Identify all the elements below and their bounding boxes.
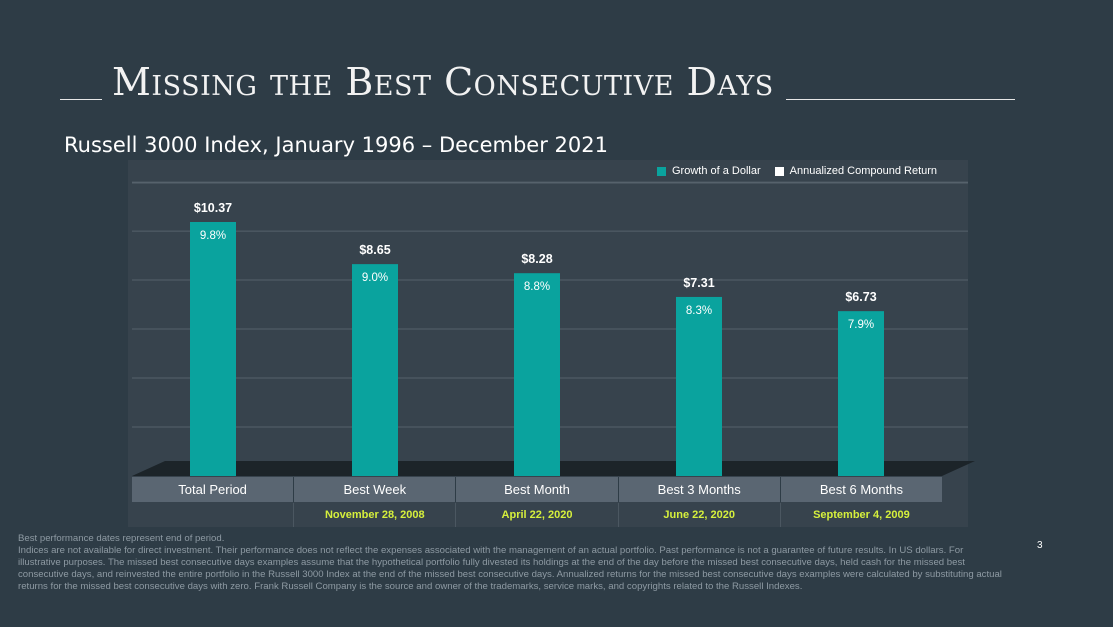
category-label: Total Period (132, 477, 295, 502)
date-label: November 28, 2008 (294, 503, 457, 527)
date-label: June 22, 2020 (619, 503, 781, 527)
legend-swatch-return (774, 166, 784, 176)
category-row: Total Period Best Week Best Month Best 3… (132, 477, 943, 502)
page-number: 3 (1037, 540, 1043, 551)
footnote-disclosure: Indices are not available for direct inv… (18, 545, 1002, 592)
bar (676, 296, 722, 476)
page-title: Missing the Best Consecutive Days (112, 60, 774, 104)
title-rule-right (785, 99, 1015, 100)
category-label: Best 3 Months (618, 477, 781, 502)
growth-data-label: $7.31 (683, 276, 714, 290)
legend-label-growth: Growth of a Dollar (672, 165, 761, 177)
date-row: November 28, 2008 April 22, 2020 June 22… (132, 503, 942, 527)
return-data-label: 7.9% (848, 319, 874, 331)
return-data-label: 8.3% (686, 305, 712, 317)
category-label: Best 6 Months (780, 477, 943, 502)
footnote-dates: Best performance dates represent end of … (18, 533, 225, 544)
title-row: Missing the Best Consecutive Days (60, 58, 1015, 102)
bar (352, 264, 398, 476)
title-rule-left (60, 99, 102, 100)
bar (838, 311, 884, 476)
growth-data-label: $10.37 (194, 201, 232, 215)
growth-data-label: $6.73 (845, 290, 876, 304)
chart-legend: Growth of a Dollar Annualized Compound R… (657, 163, 945, 179)
footnotes: Best performance dates represent end of … (18, 533, 1008, 593)
legend-item-return: Annualized Compound Return (774, 165, 938, 177)
return-data-label: 8.8% (524, 281, 550, 293)
category-label: Best Month (456, 477, 619, 502)
legend-label-return: Annualized Compound Return (789, 165, 938, 177)
bar (514, 273, 560, 476)
return-data-label: 9.0% (362, 272, 388, 284)
date-label: September 4, 2009 (813, 509, 910, 521)
legend-swatch-growth (657, 166, 666, 176)
growth-data-label: $8.28 (521, 252, 552, 266)
growth-data-label: $8.65 (359, 243, 390, 257)
date-label: April 22, 2020 (456, 503, 619, 527)
date-label (132, 503, 295, 527)
legend-item-growth: Growth of a Dollar (657, 165, 761, 177)
chart-subtitle: Russell 3000 Index, January 1996 – Decem… (64, 133, 608, 157)
bar (190, 222, 236, 476)
category-label: Best Week (294, 477, 457, 502)
return-data-label: 9.8% (200, 230, 226, 242)
